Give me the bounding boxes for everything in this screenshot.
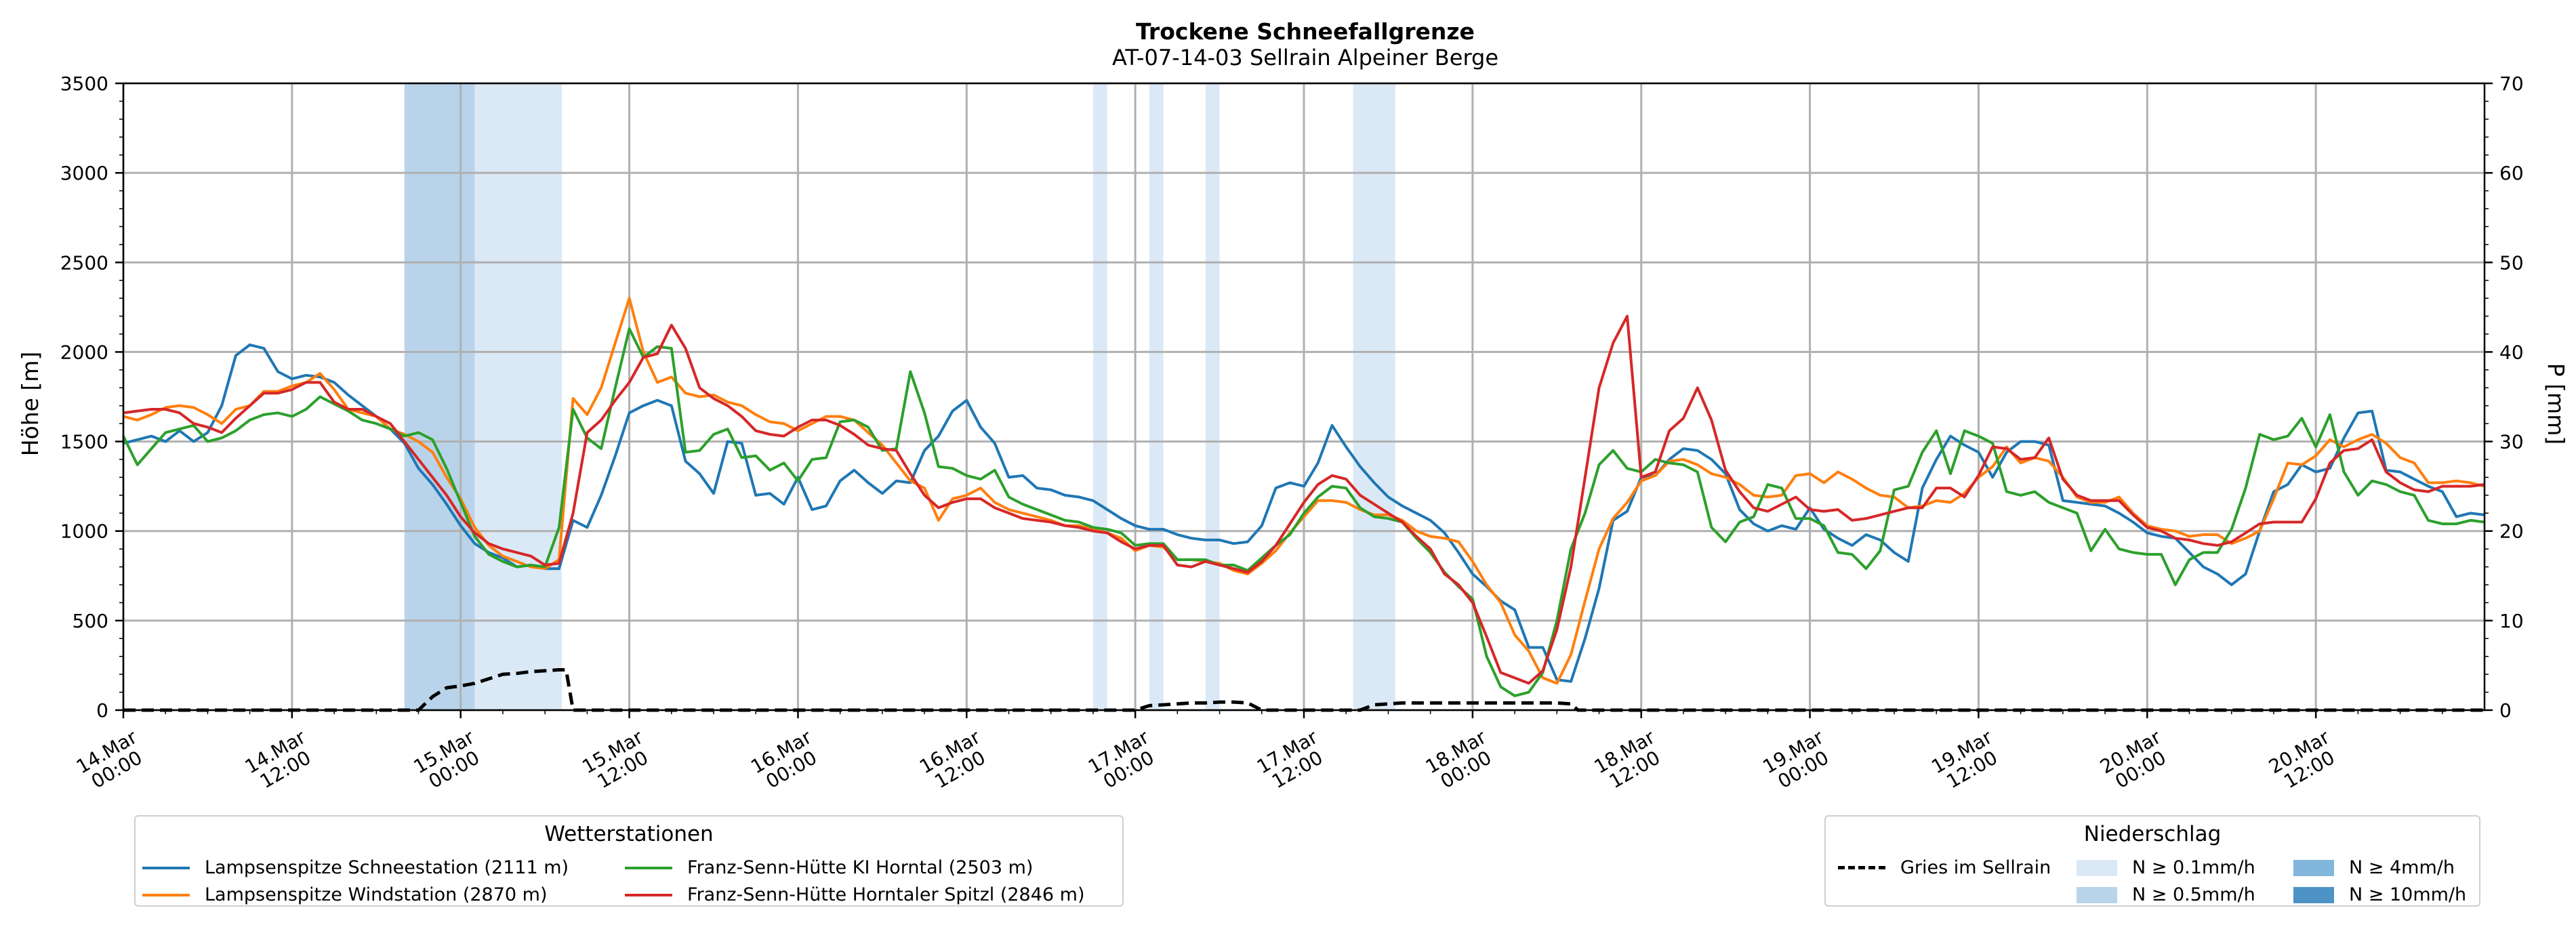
- precip-band: [404, 83, 475, 710]
- precip-band: [1353, 83, 1395, 710]
- legend-line-swatch: [142, 866, 190, 869]
- legend-label: Lampsenspitze Schneestation (2111 m): [205, 857, 569, 878]
- x-tick-label: 15.Mar12:00: [578, 726, 657, 796]
- legend-item-precip-3: N ≥ 4mm/h: [2293, 857, 2455, 878]
- x-tick-label: 18.Mar12:00: [1591, 726, 1669, 796]
- legend-label: N ≥ 0.1mm/h: [2132, 857, 2255, 878]
- legend-box-swatch: [2077, 886, 2117, 903]
- precip-bands: [404, 83, 1395, 710]
- y-axis-label-right: P [mm]: [2543, 363, 2569, 445]
- precip-band: [1205, 83, 1220, 710]
- series-line-5: [123, 668, 2485, 712]
- y-tick-label-left: 500: [73, 610, 108, 632]
- legend-item-precip-1: N ≥ 0.1mm/h: [2077, 857, 2255, 878]
- legend-label: N ≥ 0.5mm/h: [2132, 884, 2255, 905]
- y-tick-label-left: 1500: [60, 431, 108, 453]
- x-tick-label: 16.Mar12:00: [916, 726, 994, 796]
- x-tick-label: 14.Mar12:00: [241, 726, 320, 796]
- legend-stations: Wetterstationen Lampsenspitze Schneestat…: [134, 815, 1124, 907]
- x-tick-label: 14.Mar00:00: [73, 726, 151, 796]
- precip-band: [1149, 83, 1164, 710]
- x-tick-label: 19.Mar12:00: [1927, 726, 2006, 796]
- legend-box-swatch: [2077, 859, 2117, 876]
- legend-precip: Niederschlag Gries im Sellrain N ≥ 0.1mm…: [1824, 815, 2480, 907]
- legend-precip-title: Niederschlag: [2083, 822, 2222, 846]
- y-axis-label-left: Höhe [m]: [17, 352, 43, 457]
- legend-item-precip-2: N ≥ 0.5mm/h: [2077, 884, 2255, 905]
- y-tick-label-right: 60: [2499, 162, 2524, 184]
- y-tick-label-left: 1000: [60, 520, 108, 543]
- series-line-3: [122, 327, 2485, 697]
- chart-subtitle: AT-07-14-03 Sellrain Alpeiner Berge: [1112, 45, 1498, 70]
- y-tick-label-left: 2500: [60, 251, 108, 274]
- legend-item-precip-4: N ≥ 10mm/h: [2293, 884, 2466, 905]
- x-tick-label: 17.Mar00:00: [1084, 726, 1163, 796]
- grid: [122, 82, 2485, 711]
- precip-band: [489, 83, 563, 710]
- legend-dash-swatch: [1838, 866, 1885, 869]
- legend-label: Gries im Sellrain: [1900, 857, 2051, 878]
- y-tick-label-right: 40: [2499, 341, 2524, 363]
- legend-item-station-1: Lampsenspitze Schneestation (2111 m): [142, 857, 569, 878]
- x-tick-label: 20.Mar12:00: [2265, 726, 2344, 796]
- legend-line-swatch: [625, 866, 672, 869]
- legend-label: N ≥ 10mm/h: [2349, 884, 2467, 905]
- series-line-2: [123, 297, 2485, 685]
- legend-label: Franz-Senn-Hütte KI Horntal (2503 m): [687, 857, 1034, 878]
- y-tick-label-right: 20: [2499, 520, 2524, 543]
- legend-item-station-2: Lampsenspitze Windstation (2870 m): [142, 884, 548, 905]
- y-tick-label-left: 2000: [60, 341, 108, 363]
- legend-box-swatch: [2293, 859, 2334, 876]
- legend-line-swatch: [142, 893, 190, 896]
- legend-item-gries: Gries im Sellrain: [1838, 857, 2051, 878]
- precip-band: [474, 83, 489, 710]
- x-tick-label: 16.Mar00:00: [747, 726, 825, 796]
- x-tick-label: 19.Mar00:00: [1759, 726, 1837, 796]
- legend-label: Franz-Senn-Hütte Horntaler Spitzl (2846 …: [687, 884, 1085, 905]
- legend-label: N ≥ 4mm/h: [2349, 857, 2455, 878]
- legend-item-station-3: Franz-Senn-Hütte KI Horntal (2503 m): [625, 857, 1033, 878]
- chart-title: Trockene Schneefallgrenze: [1136, 18, 1475, 45]
- x-tick-label: 15.Mar00:00: [410, 726, 489, 796]
- series-line-4: [123, 314, 2485, 685]
- legend-item-station-4: Franz-Senn-Hütte Horntaler Spitzl (2846 …: [625, 884, 1085, 905]
- x-tick-label: 20.Mar00:00: [2096, 726, 2175, 796]
- y-tick-label-right: 50: [2499, 251, 2524, 274]
- y-tick-label-left: 0: [96, 699, 108, 722]
- y-tick-label-right: 70: [2499, 73, 2524, 95]
- x-tick-label: 17.Mar12:00: [1253, 726, 1332, 796]
- y-tick-label-right: 30: [2499, 431, 2524, 453]
- legend-stations-title: Wetterstationen: [544, 822, 714, 846]
- x-tick-label: 18.Mar00:00: [1422, 726, 1500, 796]
- y-tick-label-left: 3000: [60, 162, 108, 184]
- legend-label: Lampsenspitze Windstation (2870 m): [205, 884, 548, 905]
- y-tick-label-right: 0: [2499, 699, 2512, 722]
- y-tick-label-right: 10: [2499, 610, 2524, 632]
- precip-band: [1092, 83, 1107, 710]
- legend-box-swatch: [2293, 886, 2334, 903]
- legend-line-swatch: [625, 893, 672, 896]
- y-tick-label-left: 3500: [60, 73, 108, 95]
- series-lines: [122, 297, 2485, 712]
